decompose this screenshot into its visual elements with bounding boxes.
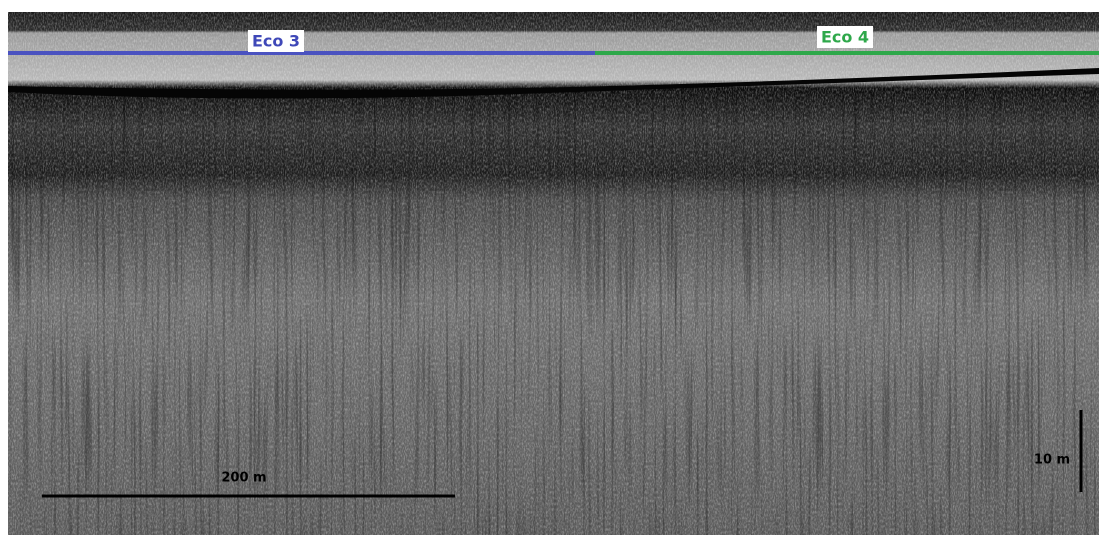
section-label: Eco 4 <box>821 28 869 47</box>
echogram: Eco 3 Eco 4 200 m 10 m <box>0 0 1099 535</box>
page: Eco 3 Eco 4 200 m 10 m (() => { const da… <box>0 0 1099 535</box>
streaks <box>8 90 1099 535</box>
scale-label: 10 m <box>1034 453 1070 468</box>
section-label: Eco 3 <box>252 32 300 51</box>
image-area <box>8 12 1099 535</box>
scale-label: 200 m <box>221 471 266 486</box>
